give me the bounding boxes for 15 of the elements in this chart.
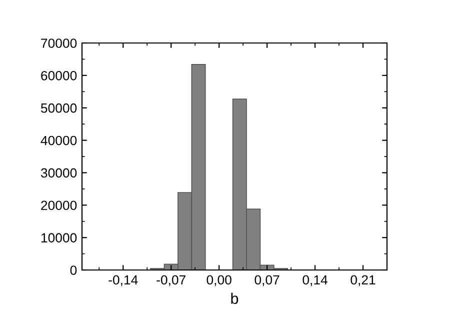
y-tick-label: 40000 [40, 136, 77, 146]
x-tick-label: 0,21 [350, 275, 376, 286]
x-tick-label: 0,14 [302, 275, 328, 286]
y-tick-label: 50000 [40, 103, 77, 113]
x-tick-label: 0,00 [206, 275, 232, 286]
y-tick-label: 30000 [40, 168, 77, 178]
x-axis-title: b [231, 292, 238, 304]
y-tick-label: 70000 [41, 38, 77, 48]
x-tick-label: -0,07 [156, 275, 186, 286]
y-tick-label: 0 [70, 266, 77, 275]
x-tick-label: 0,07 [254, 275, 280, 286]
y-tick-label: 20000 [41, 200, 77, 210]
x-tick-label: -0,14 [108, 275, 138, 286]
y-tick-label: 10000 [41, 233, 77, 242]
y-tick-label: 60000 [41, 70, 77, 80]
